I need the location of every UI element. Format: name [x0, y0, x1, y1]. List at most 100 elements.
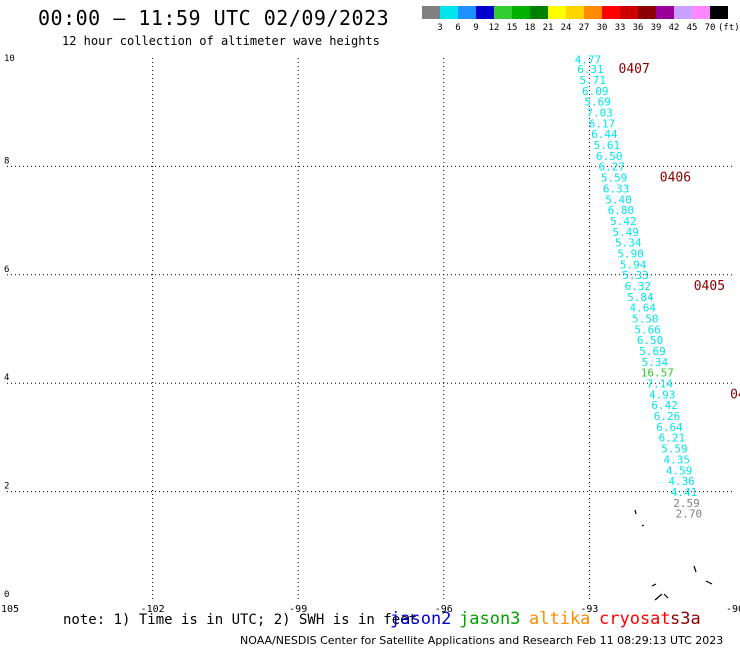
legend-unit-label: (ft)	[718, 23, 740, 33]
wave-height-label: 2.59	[673, 497, 700, 510]
x-tick-label: -90	[726, 604, 740, 615]
legend-bin-label: 27	[579, 23, 590, 33]
wave-height-label: 5.69	[584, 96, 611, 109]
legend-swatch	[548, 6, 566, 19]
wave-height-label: 6.42	[651, 399, 678, 412]
wave-height-label: 6.09	[582, 85, 609, 98]
legend-bin-label: 12	[489, 23, 500, 33]
satellite-label-altika: altika	[529, 609, 591, 629]
x-tick-label: -96	[435, 604, 453, 615]
legend-swatch	[494, 6, 512, 19]
wave-height-label: 6.32	[625, 280, 652, 293]
legend-bin-label: 39	[651, 23, 662, 33]
legend-bin-label: 21	[543, 23, 554, 33]
legend-swatch	[566, 6, 584, 19]
legend-swatch	[656, 6, 674, 19]
wave-height-label: 5.69	[639, 345, 666, 358]
legend-swatch	[692, 6, 710, 19]
wave-height-label: 5.90	[617, 247, 644, 260]
wave-height-label: 5.84	[627, 291, 654, 304]
coastline-segment	[634, 509, 637, 515]
wave-height-label: 5.42	[610, 215, 637, 228]
x-tick-label: -102	[141, 604, 165, 615]
wave-height-label: 7.14	[647, 378, 674, 391]
wave-height-label: 5.49	[613, 226, 640, 239]
legend-bin-label: 6	[455, 23, 460, 33]
satellite-label-jason3: jason3	[459, 609, 521, 629]
satellite-label-jason2: jason2	[390, 609, 452, 629]
y-tick-label: 8	[4, 156, 9, 166]
legend-swatch	[620, 6, 638, 19]
legend-swatch	[710, 6, 728, 19]
legend-swatch	[638, 6, 656, 19]
time-marker-label: 0406	[660, 171, 691, 186]
legend-bin-label: 3	[437, 23, 442, 33]
coastline-segment	[651, 583, 657, 587]
legend-bin-label: 18	[525, 23, 536, 33]
wave-height-label: 5.33	[622, 269, 649, 282]
legend-bin-label: 30	[597, 23, 608, 33]
legend-bin-label: 24	[561, 23, 572, 33]
wave-height-label: 5.50	[632, 312, 659, 325]
y-tick-label: 4	[4, 373, 9, 383]
legend-swatch	[476, 6, 494, 19]
wave-height-label: 5.34	[642, 356, 669, 369]
legend-swatch	[584, 6, 602, 19]
y-tick-label: 6	[4, 265, 9, 275]
y-tick-label: 0	[4, 590, 9, 600]
x-tick-label: -99	[289, 604, 307, 615]
coastline-segment	[693, 565, 697, 573]
x-tick-label: -93	[580, 604, 598, 615]
wave-height-label: 6.50	[596, 150, 623, 163]
legend-swatch	[512, 6, 530, 19]
legend-bin-label: 15	[507, 23, 518, 33]
legend-swatch	[530, 6, 548, 19]
y-tick-label: 10	[4, 54, 15, 64]
footer-credit: NOAA/NESDIS Center for Satellite Applica…	[240, 634, 724, 647]
wave-height-label: 6.17	[589, 117, 616, 130]
legend-swatch	[458, 6, 476, 19]
footer-note: note: 1) Time is in UTC; 2) SWH is in fe…	[63, 612, 418, 628]
legend-bin-label: 36	[633, 23, 644, 33]
wave-height-label: 5.94	[620, 258, 647, 271]
legend-swatch	[422, 6, 440, 19]
time-marker-label: 0405	[694, 279, 725, 294]
wave-height-label: 4.35	[664, 453, 691, 466]
legend-swatch	[674, 6, 692, 19]
coastline-segment	[705, 580, 713, 585]
x-tick-label: -105	[0, 604, 19, 615]
wave-height-label: 5.71	[580, 74, 607, 87]
time-marker-label: 04	[730, 387, 740, 402]
wave-height-label: 6.33	[603, 182, 630, 195]
wave-height-label: 5.59	[601, 172, 628, 185]
wave-height-label: 5.59	[661, 443, 688, 456]
wave-height-label: 6.80	[608, 204, 635, 217]
wave-height-label: 16.57	[641, 367, 674, 380]
coastline-segment	[654, 593, 663, 601]
wave-height-label: 4.93	[649, 388, 676, 401]
time-marker-label: 0407	[619, 62, 650, 77]
wave-height-label: 4.36	[668, 475, 695, 488]
wave-height-label: 5.34	[615, 237, 642, 250]
wave-height-label: 5.40	[605, 193, 632, 206]
satellite-label-s3a: s3a	[670, 609, 701, 629]
legend-bin-label: 42	[669, 23, 680, 33]
wave-height-label: 4.77	[575, 53, 602, 66]
wave-height-label: 6.21	[659, 432, 686, 445]
wave-height-label: 7.03	[586, 107, 613, 120]
wave-height-label: 4.41	[671, 486, 698, 499]
wave-height-label: 2.70	[676, 508, 703, 521]
chart-subtitle: 12 hour collection of altimeter wave hei…	[62, 34, 380, 48]
legend-swatch	[440, 6, 458, 19]
wave-height-label: 6.26	[654, 410, 681, 423]
chart-title: 00:00 – 11:59 UTC 02/09/2023	[38, 6, 390, 30]
coastline-segment	[641, 524, 645, 527]
legend-bin-label: 45	[687, 23, 698, 33]
legend-swatch	[602, 6, 620, 19]
wave-height-label: 5.61	[594, 139, 621, 152]
y-tick-label: 2	[4, 482, 9, 492]
wave-height-label: 4.64	[630, 302, 657, 315]
wave-height-label: 6.27	[598, 161, 625, 174]
